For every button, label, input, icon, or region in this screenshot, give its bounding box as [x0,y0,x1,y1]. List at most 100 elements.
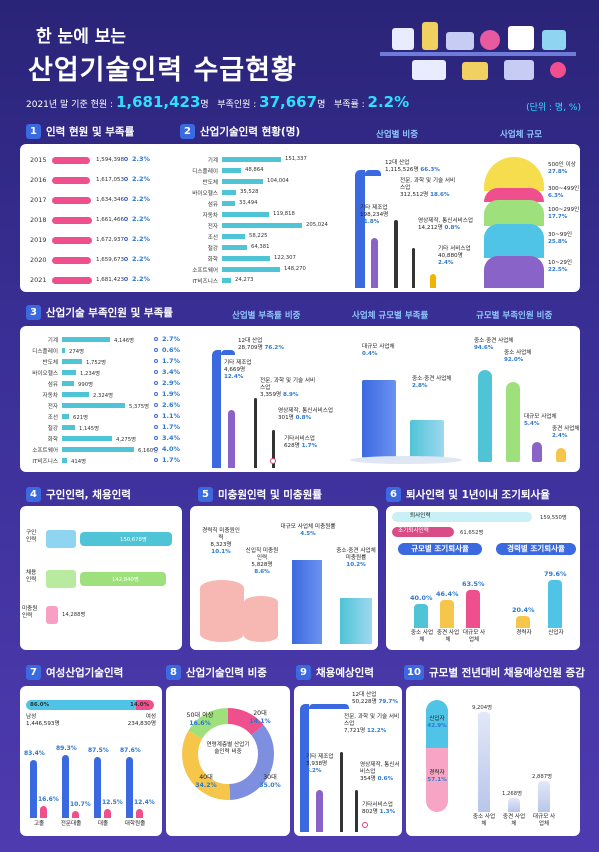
s5-item-0: 경력직 미충원인력 8,323명 10.1% [200,528,242,556]
s9-ind-dot [362,822,368,828]
s2-ind-0-value: 1,115,526명 [385,166,419,173]
s2-ind-2: 전문, 과학 및 기술 서비스업 312,512명 18.6% [400,178,460,199]
s3-rate-dot [154,414,158,418]
s3-rate-dot [154,370,158,374]
s6-sub-size: 규모별 조기퇴사율 [398,543,482,555]
s6-size-bar [440,600,454,628]
s1-title: 인력 현원 및 부족률 [46,126,135,138]
stat-rate-label: 부족률 : [333,100,365,110]
s3-people-0-pct: 94.6% [474,344,494,351]
s7-edu-name: 고졸 [33,821,45,827]
s3-ind-1-name: 기타 제조업 [224,360,252,366]
s3-value: 990명 [78,382,93,388]
s7-male-pct: 87.6% [120,747,141,754]
s8-age-pct: 34.2% [195,781,217,789]
s3-ind-3-value: 301명 [278,414,294,421]
s3-people-2-pct: 5.4% [524,420,540,427]
s3-value: 1,234명 [80,371,101,377]
s6-quit-bar [392,512,532,522]
s2-label: 화학 [207,257,218,263]
s3-ind-bar-cap [221,350,235,355]
s2-label: 자동차 [202,213,218,219]
s1-year: 2018 [30,216,47,224]
s7-female-pct: 14.0% [130,702,150,708]
s9-ind-3-pct: 0.6% [377,775,394,782]
s1-value: 1,661,466 [96,217,124,223]
stat-unit: 명 [200,100,209,110]
s4-row-0-bar [80,532,172,546]
s2-size-2-pct: 17.7% [548,213,568,220]
s2-value: 33,494 [239,200,258,206]
s2-size-2: 100~299인 17.7% [548,207,579,221]
s2-value: 24,273 [235,277,254,283]
s2-size-0: 500인 이상 27.8% [548,162,576,176]
s6-career-bar [516,616,530,628]
s10-name: 대규모 사업체 [532,814,556,827]
s3-rate-dot [154,348,158,352]
s6-career-pct: 20.4% [512,606,535,614]
unit-note: (단위 : 명, %) [526,103,581,113]
s7-male-value: 1,446,593명 [26,720,60,727]
s2-ind-3-value: 14,212명 [418,224,443,231]
s9-ind-bar-1 [316,790,323,832]
s3-value: 1,752명 [86,360,107,366]
s5-item-1-pct: 8.6% [254,568,270,575]
s1-bar [52,277,92,284]
s7-female-pct: 10.7% [70,801,91,808]
s3-rate-dot [154,458,158,462]
s1-number: 1 [26,124,41,139]
s3-ind-0-name: 12대 산업 [238,338,263,344]
s3-sub-people: 규모별 부족인원 비중 [476,311,553,321]
s9-ind-2-name: 전문, 과학 및 기술 서비스업 [344,714,400,727]
s3-rate-dot [154,359,158,363]
s1-year: 2020 [30,256,47,264]
s1-bar [52,177,90,184]
stat-shortage: 37,667 [259,93,318,111]
s1-rate: 2.2% [132,175,151,183]
s3-ind-2: 전문, 과학 및 기술 서비스업 3,359명 8.9% [260,378,320,399]
s10-exp-bar [426,748,448,812]
s9-number: 9 [296,665,311,680]
s2-label: 소프트웨어 [192,268,218,274]
s2-ind-0-name: 12대 산업 [385,160,410,166]
s2-label: 디스플레이 [192,169,218,175]
s1-year: 2016 [30,176,47,184]
s3-value: 414명 [71,459,86,465]
s2-value: 151,337 [285,156,307,162]
s9-ind-1-name: 기타 제조업 [306,754,334,760]
s9-ind-2-pct: 12.2% [366,727,387,734]
s5-item-0-name: 경력직 미충원인력 [202,528,240,541]
s2-label: 철강 [207,246,218,252]
s3-size-1-pct: 2.8% [412,382,428,389]
s1-rate: 2.2% [132,215,151,223]
s3-rate-dot [154,381,158,385]
s7-male-bar [126,757,133,818]
s5-cylinder-1 [244,596,278,642]
person-icon [478,370,492,462]
s10-exp: 경력자 57.1% [426,770,448,784]
s3-ind-3-pct: 0.8% [295,414,312,421]
s8-donut-chart [182,708,274,800]
s3-ind-2-value: 3,359명 [260,391,282,398]
s3-rate: 2.6% [162,401,181,409]
s5-item-1: 신입직 미충원인력 5,828명 8.6% [244,548,280,576]
s6-career-name: 경력자 [516,630,532,636]
s3-ind-bar-main [212,350,221,468]
s6-career-bar [548,580,562,628]
s3-ind-1-pct: 12.4% [224,373,244,380]
s7-edu-name: 대학원졸 [124,821,146,827]
header-line1: 한 눈에 보는 [36,27,127,47]
s3-number: 3 [26,305,41,320]
factory-illustration [372,18,584,88]
s6-size-bar [414,604,428,628]
s4-row-2-value: 14,288명 [62,612,86,618]
s4-heading: 4 구인인력, 채용인력 [26,487,131,502]
s2-bar [222,212,269,217]
s10-bar [538,781,550,812]
s2-size-block-1 [484,188,544,202]
s2-ind-bar-2 [394,220,398,288]
s7-female-bar [40,806,47,818]
s6-early-value: 61,652명 [460,530,484,536]
s8-age-label: 50대 이상 16.6% [186,712,214,728]
s6-size-pct: 46.4% [436,590,459,598]
